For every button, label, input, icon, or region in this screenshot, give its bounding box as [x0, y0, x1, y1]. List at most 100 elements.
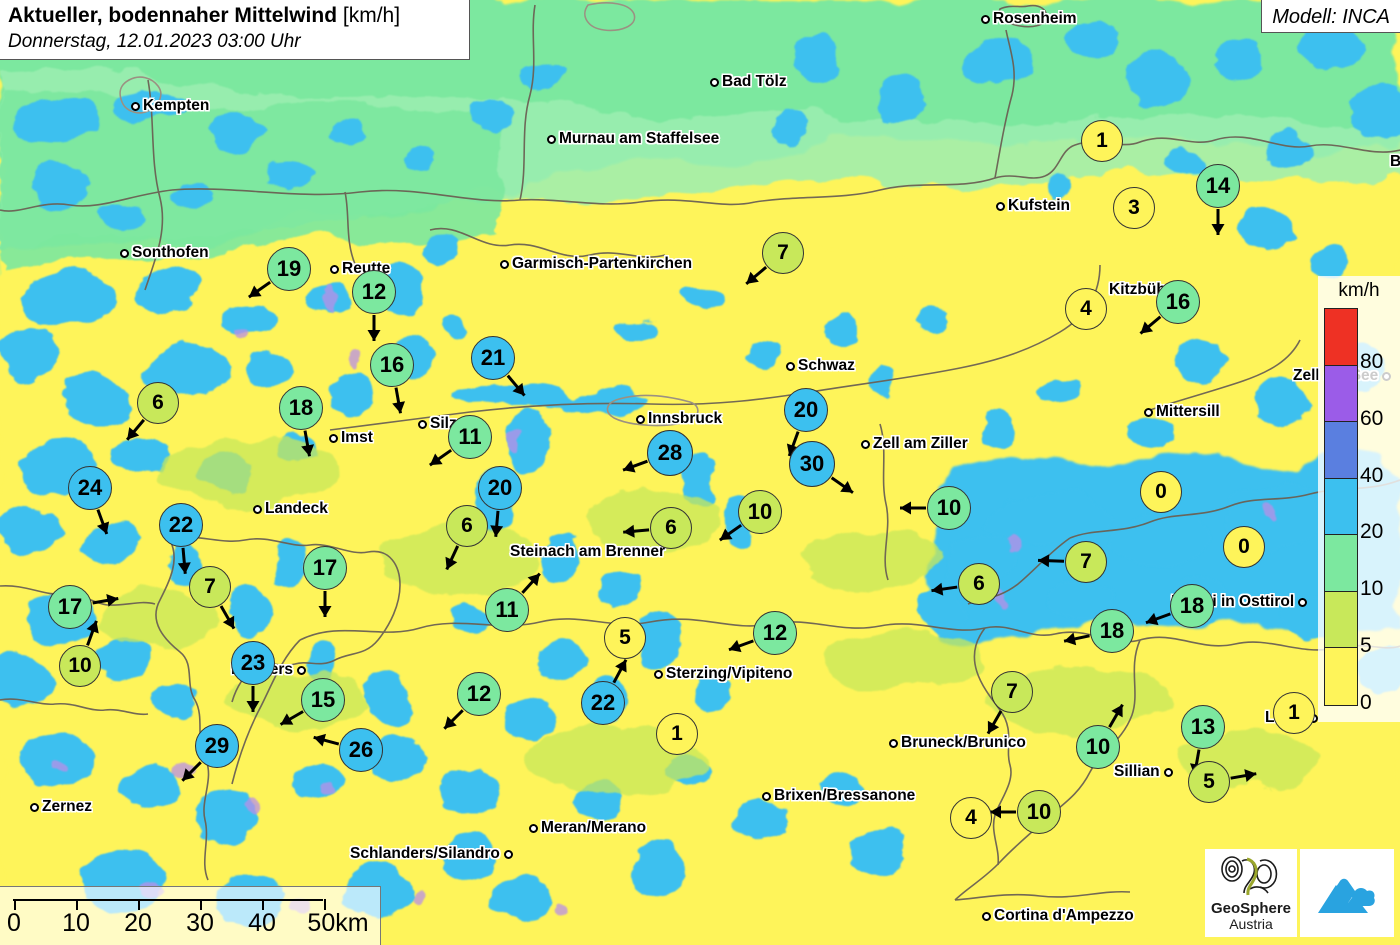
wind-speed-value[interactable]: 5	[604, 617, 646, 659]
geosphere-logo-line1: GeoSphere	[1210, 899, 1292, 917]
wind-speed-value[interactable]: 6	[137, 382, 179, 424]
wind-station-marker[interactable]: 28	[620, 403, 720, 503]
wind-speed-value[interactable]: 7	[762, 232, 804, 274]
geosphere-logo-line2: Austria	[1229, 915, 1273, 932]
wind-station-marker[interactable]: 6	[929, 534, 1029, 634]
wind-speed-value[interactable]: 19	[267, 247, 311, 291]
wind-station-marker[interactable]: 0	[1111, 442, 1211, 542]
wind-station-marker[interactable]: 3	[1084, 158, 1184, 258]
wind-speed-value[interactable]: 17	[48, 585, 92, 629]
wind-speed-value[interactable]: 6	[958, 563, 1000, 605]
city-marker-dot-icon	[996, 201, 1005, 211]
wind-station-marker[interactable]: 29	[167, 696, 267, 796]
wind-station-marker[interactable]: 22	[553, 653, 653, 753]
wind-speed-value[interactable]: 5	[1188, 761, 1230, 803]
wind-speed-value[interactable]: 7	[991, 671, 1033, 713]
wind-station-marker[interactable]: 18	[251, 358, 351, 458]
wind-speed-value[interactable]: 16	[1156, 280, 1200, 324]
wind-station-marker[interactable]: 7	[733, 203, 833, 303]
wind-speed-value[interactable]: 4	[1065, 288, 1107, 330]
city-marker-dot-icon	[1163, 767, 1173, 777]
wind-speed-value[interactable]: 1	[656, 713, 698, 755]
wind-speed-value[interactable]: 20	[784, 388, 828, 432]
wind-speed-value[interactable]: 6	[650, 507, 692, 549]
wind-speed-value[interactable]: 17	[303, 546, 347, 590]
wind-station-marker[interactable]: 5	[575, 588, 675, 688]
city-name: Steinach am Brenner	[510, 543, 666, 560]
wind-speed-value[interactable]: 7	[189, 566, 231, 608]
wind-station-marker[interactable]: 20	[450, 438, 550, 538]
wind-speed-value[interactable]: 23	[231, 641, 275, 685]
wind-speed-value[interactable]: 24	[68, 466, 112, 510]
wind-speed-value[interactable]: 10	[1017, 790, 1061, 834]
wind-speed-value[interactable]: 29	[195, 724, 239, 768]
wind-station-marker[interactable]: 16	[1128, 252, 1228, 352]
wind-station-marker[interactable]: 10	[30, 616, 130, 716]
wind-speed-value[interactable]: 12	[753, 611, 797, 655]
wind-station-marker[interactable]: 26	[311, 700, 411, 800]
wind-speed-value[interactable]: 16	[370, 343, 414, 387]
legend-band-5-10	[1325, 591, 1357, 649]
wind-speed-value[interactable]: 0	[1223, 526, 1265, 568]
wind-station-marker[interactable]: 18	[1062, 581, 1162, 681]
wind-speed-value[interactable]: 22	[581, 681, 625, 725]
wind-station-marker[interactable]: 10	[1048, 697, 1148, 797]
wind-speed-value[interactable]: 4	[950, 797, 992, 839]
city-marker-dot-icon	[131, 101, 140, 111]
wind-speed-value[interactable]: 12	[352, 270, 396, 314]
wind-speed-value[interactable]: 20	[478, 466, 522, 510]
wind-station-marker[interactable]: 6	[417, 476, 517, 576]
wind-station-marker[interactable]: 16	[342, 315, 442, 415]
wind-speed-value[interactable]: 10	[738, 490, 782, 534]
wind-speed-value[interactable]: 1	[1273, 692, 1315, 734]
wind-speed-value[interactable]: 10	[927, 486, 971, 530]
wind-station-marker[interactable]: 18	[1142, 556, 1242, 656]
wind-station-marker[interactable]: 17	[275, 518, 375, 618]
wind-station-marker[interactable]: 19	[239, 219, 339, 319]
wind-speed-value[interactable]: 11	[448, 415, 492, 459]
wind-speed-value[interactable]: 22	[159, 503, 203, 547]
scale-tick-0	[14, 899, 16, 910]
wind-speed-value[interactable]: 13	[1181, 705, 1225, 749]
wind-speed-value[interactable]: 18	[279, 386, 323, 430]
city-marker-dot-icon	[529, 823, 538, 833]
wind-station-marker[interactable]: 24	[40, 438, 140, 538]
wind-speed-value[interactable]: 0	[1140, 471, 1182, 513]
wind-station-marker[interactable]: 10	[710, 462, 810, 562]
wind-speed-value[interactable]: 3	[1113, 187, 1155, 229]
wind-station-marker[interactable]: 1	[1244, 663, 1344, 763]
city-name: Meran/Merano	[541, 819, 647, 836]
wind-speed-value[interactable]: 10	[59, 645, 101, 687]
wind-speed-value[interactable]: 28	[647, 430, 693, 476]
wind-station-marker[interactable]: 5	[1159, 732, 1259, 832]
wind-station-marker[interactable]: 4	[921, 768, 1021, 868]
wind-station-marker[interactable]: 10	[899, 458, 999, 558]
city-name: Schwaz	[798, 357, 855, 374]
wind-station-marker[interactable]: 7	[962, 642, 1062, 742]
wind-station-marker[interactable]: 15	[273, 650, 373, 750]
wind-station-marker[interactable]: 4	[1036, 259, 1136, 359]
wind-speed-value[interactable]: 18	[1170, 584, 1214, 628]
wind-speed-value[interactable]: 26	[339, 728, 383, 772]
wind-speed-value[interactable]: 6	[446, 505, 488, 547]
wind-speed-value[interactable]: 11	[485, 588, 529, 632]
wind-station-marker[interactable]: 21	[443, 308, 543, 408]
wind-station-marker[interactable]: 12	[429, 644, 529, 744]
wind-station-marker[interactable]: 1	[627, 684, 727, 784]
wind-speed-value[interactable]: 18	[1090, 609, 1134, 653]
wind-station-marker[interactable]: 0	[1194, 497, 1294, 597]
wind-station-marker[interactable]: 12	[725, 583, 825, 683]
city-marker-dot-icon	[710, 77, 719, 87]
wind-speed-value[interactable]: 12	[457, 672, 501, 716]
wind-speed-value[interactable]: 1	[1081, 120, 1123, 162]
wind-speed-value[interactable]: 10	[1076, 725, 1120, 769]
wind-speed-value[interactable]: 21	[471, 336, 515, 380]
legend-title: km/h	[1338, 280, 1380, 301]
scale-label-30: 30	[186, 909, 214, 937]
wind-station-marker[interactable]: 1	[1052, 91, 1152, 191]
wind-speed-value[interactable]: 14	[1196, 164, 1240, 208]
wind-station-marker[interactable]: 6	[621, 478, 721, 578]
wind-speed-value[interactable]: 15	[301, 678, 345, 722]
city-marker-dot-icon	[981, 14, 990, 24]
wind-speed-value[interactable]: 7	[1065, 541, 1107, 583]
